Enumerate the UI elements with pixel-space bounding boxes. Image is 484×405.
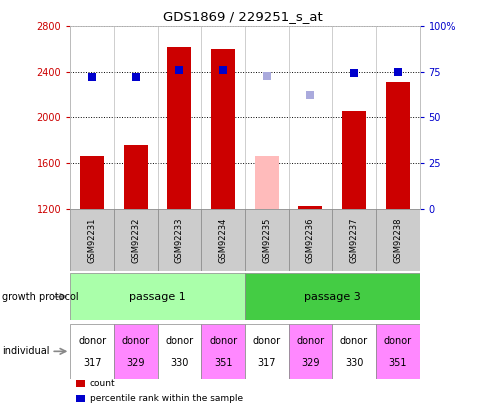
Bar: [375, 209, 419, 271]
Text: GSM92238: GSM92238: [393, 217, 401, 263]
Text: 329: 329: [301, 358, 319, 369]
Bar: [332, 209, 375, 271]
Text: donor: donor: [339, 337, 367, 347]
Bar: [288, 324, 332, 379]
Text: passage 3: passage 3: [303, 292, 360, 302]
Bar: [70, 324, 114, 379]
Point: [262, 73, 270, 80]
Text: 330: 330: [170, 358, 188, 369]
Bar: [80, 156, 104, 209]
Bar: [254, 156, 278, 209]
Bar: [201, 209, 244, 271]
Text: count: count: [90, 379, 115, 388]
Point: [306, 92, 314, 98]
Bar: [375, 324, 419, 379]
Bar: [244, 209, 288, 271]
Point: [219, 67, 227, 73]
Bar: [167, 47, 191, 209]
Bar: [157, 324, 201, 379]
Text: 317: 317: [83, 358, 101, 369]
Text: 330: 330: [344, 358, 363, 369]
Bar: [244, 324, 288, 379]
Text: 351: 351: [213, 358, 232, 369]
Text: donor: donor: [78, 337, 106, 347]
Bar: [114, 324, 157, 379]
Text: donor: donor: [121, 337, 150, 347]
Point: [175, 67, 183, 73]
Text: percentile rank within the sample: percentile rank within the sample: [90, 394, 242, 403]
Text: individual: individual: [2, 346, 50, 356]
Text: donor: donor: [383, 337, 411, 347]
Text: GSM92236: GSM92236: [305, 217, 314, 263]
Bar: [385, 82, 409, 209]
Text: donor: donor: [296, 337, 324, 347]
Bar: [244, 273, 419, 320]
Text: passage 1: passage 1: [129, 292, 186, 302]
Text: GSM92235: GSM92235: [262, 217, 271, 263]
Text: donor: donor: [165, 337, 193, 347]
Bar: [70, 209, 114, 271]
Text: GSM92231: GSM92231: [88, 217, 96, 263]
Bar: [114, 209, 157, 271]
Text: donor: donor: [209, 337, 237, 347]
Bar: [201, 324, 244, 379]
Bar: [157, 209, 201, 271]
Bar: [332, 324, 375, 379]
Text: GDS1869 / 229251_s_at: GDS1869 / 229251_s_at: [162, 10, 322, 23]
Point: [393, 68, 401, 75]
Point: [349, 70, 357, 76]
Bar: [76, 395, 85, 402]
Text: growth protocol: growth protocol: [2, 292, 79, 302]
Text: GSM92233: GSM92233: [175, 217, 183, 263]
Text: 351: 351: [388, 358, 406, 369]
Bar: [288, 209, 332, 271]
Text: GSM92232: GSM92232: [131, 217, 140, 263]
Text: GSM92237: GSM92237: [349, 217, 358, 263]
Bar: [211, 49, 235, 209]
Text: 329: 329: [126, 358, 145, 369]
Bar: [70, 273, 244, 320]
Bar: [298, 206, 322, 209]
Text: 317: 317: [257, 358, 275, 369]
Point: [88, 74, 96, 80]
Text: GSM92234: GSM92234: [218, 217, 227, 263]
Point: [132, 74, 139, 80]
Bar: [123, 145, 148, 209]
Bar: [341, 111, 365, 209]
Bar: [76, 379, 85, 387]
Text: donor: donor: [252, 337, 280, 347]
